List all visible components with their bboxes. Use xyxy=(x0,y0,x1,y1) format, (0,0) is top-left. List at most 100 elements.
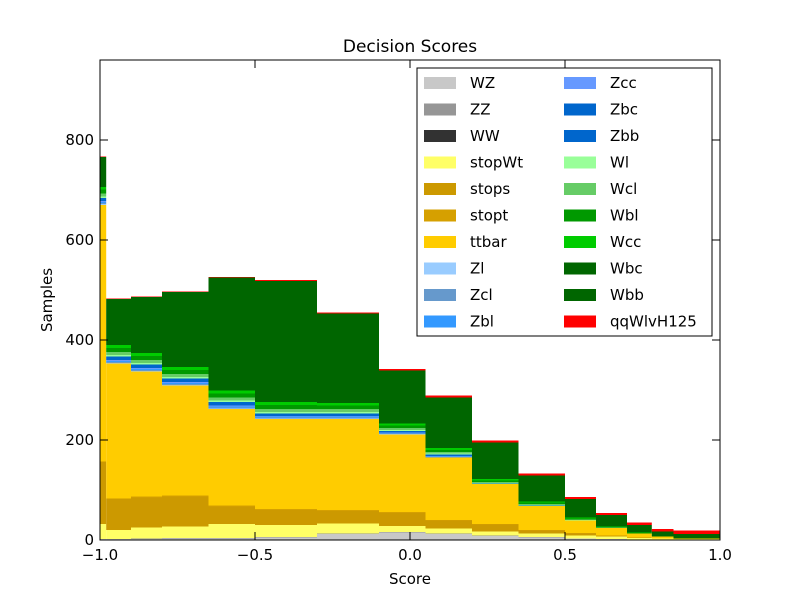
legend-swatch-zbc xyxy=(564,103,596,116)
bar-stops-bin-9 xyxy=(472,524,519,532)
bar-stopwt-bin-2 xyxy=(131,527,162,539)
x-tick-label-0: −1.0 xyxy=(82,546,118,564)
bar-ttbar-bin-11 xyxy=(565,520,596,533)
bar-zcl-bin-4 xyxy=(208,407,255,409)
bar-stops-bin-4 xyxy=(208,506,255,524)
bar-wl-bin-4 xyxy=(208,400,255,402)
bar-wbl-bin-3 xyxy=(162,370,209,374)
bar-ttbar-bin-7 xyxy=(379,434,426,512)
bar-wcl-bin-12 xyxy=(596,527,627,528)
bar-wcl-bin-0 xyxy=(100,193,107,197)
legend-label-zz: ZZ xyxy=(470,101,491,119)
bar-qqwlvh125-bin-0 xyxy=(100,156,107,157)
bar-wbc-bin-2 xyxy=(131,338,162,353)
bar-wl-bin-0 xyxy=(100,196,107,198)
bar-wz-bin-4 xyxy=(208,538,255,540)
bar-stopwt-bin-10 xyxy=(518,533,565,537)
bar-wcl-bin-4 xyxy=(208,397,255,401)
bar-wbb-bin-12 xyxy=(596,515,627,524)
legend-swatch-wcc xyxy=(564,236,596,248)
legend-label-stopwt: stopWt xyxy=(470,154,523,172)
bar-wl-bin-6 xyxy=(317,412,379,414)
bar-ttbar-bin-14 xyxy=(651,536,674,539)
legend-swatch-wbc xyxy=(564,262,596,275)
bar-wcl-bin-5 xyxy=(255,409,317,412)
legend: WZ ZZ WW stopWt stops stopt ttbar Zl Zcl Zbl Zcc Zb… xyxy=(416,67,713,337)
bar-zbc-bin-6 xyxy=(317,415,379,416)
bar-wl-bin-1 xyxy=(106,355,131,357)
bar-zz-bin-7 xyxy=(379,532,426,533)
x-axis-label: Score xyxy=(389,570,431,588)
bar-wcc-bin-12 xyxy=(596,526,627,527)
bar-wbl-bin-1 xyxy=(106,348,131,352)
bar-stops-bin-12 xyxy=(596,535,627,537)
bar-wbb-bin-14 xyxy=(651,531,674,536)
bar-wbb-bin-15 xyxy=(673,534,720,538)
bar-stops-bin-8 xyxy=(425,520,472,529)
bar-wcc-bin-1 xyxy=(106,345,131,348)
bar-zbb-bin-8 xyxy=(425,454,472,456)
legend-label-ttbar: ttbar xyxy=(470,233,507,251)
bar-wcc-bin-13 xyxy=(627,532,652,533)
bar-stopwt-bin-15 xyxy=(673,539,720,540)
bar-wcc-bin-8 xyxy=(425,448,472,450)
bar-ttbar-bin-10 xyxy=(518,506,565,530)
legend-label-stopt: stopt xyxy=(470,207,508,225)
bar-stopwt-bin-8 xyxy=(425,528,472,534)
legend-label-wbb: Wbb xyxy=(610,286,644,304)
bar-wbc-bin-6 xyxy=(317,389,379,403)
bar-zbc-bin-0 xyxy=(100,200,107,201)
bar-qqwlvh125-bin-14 xyxy=(651,529,674,532)
plot-frame xyxy=(99,59,721,541)
bar-wbl-bin-2 xyxy=(131,356,162,360)
legend-swatch-stops xyxy=(424,183,456,195)
bar-wcl-bin-1 xyxy=(106,352,131,355)
bar-zcl-bin-8 xyxy=(425,457,472,458)
bar-qqwlvh125-bin-4 xyxy=(208,277,255,278)
bar-wbc-bin-14 xyxy=(651,535,674,537)
bar-zbl-bin-3 xyxy=(162,383,209,384)
bar-wcl-bin-11 xyxy=(565,519,596,520)
bar-zbb-bin-9 xyxy=(472,483,519,484)
bar-stopwt-bin-0 xyxy=(100,524,107,539)
bar-wbc-bin-7 xyxy=(379,413,426,424)
bar-zbl-bin-7 xyxy=(379,433,426,434)
x-tick-label-2: 0.0 xyxy=(398,546,422,564)
bar-wbc-bin-15 xyxy=(673,538,720,539)
legend-swatch-wbb xyxy=(564,289,596,301)
legend-label-wl: Wl xyxy=(610,154,629,172)
bar-wbl-bin-13 xyxy=(627,533,652,534)
legend-swatch-zl xyxy=(424,262,456,275)
bar-ttbar-bin-1 xyxy=(106,363,131,499)
bar-zcc-bin-0 xyxy=(100,201,107,202)
bar-wz-bin-7 xyxy=(379,532,426,540)
bar-zl-bin-7 xyxy=(379,434,426,435)
bar-stops-bin-1 xyxy=(106,498,131,530)
bar-wbb-bin-0 xyxy=(100,157,107,177)
bar-wcc-bin-5 xyxy=(255,402,317,405)
x-tick-labels: −1.0 −0.5 0.0 0.5 1.0 xyxy=(82,546,732,564)
bar-zbl-bin-2 xyxy=(131,369,162,370)
bar-zl-bin-4 xyxy=(208,408,255,409)
bar-wl-bin-3 xyxy=(162,377,209,379)
bar-qqwlvh125-bin-11 xyxy=(565,497,596,499)
bar-wcl-bin-8 xyxy=(425,452,472,454)
legend-swatch-stopt xyxy=(424,209,456,222)
bar-ttbar-bin-12 xyxy=(596,528,627,536)
legend-label-wcl: Wcl xyxy=(610,180,637,198)
x-tick-label-3: 0.5 xyxy=(553,546,577,564)
legend-label-stops: stops xyxy=(470,180,510,198)
legend-swatch-zbb xyxy=(564,130,596,142)
legend-swatch-zcl xyxy=(424,289,456,301)
bar-wbl-bin-11 xyxy=(565,518,596,520)
bar-qqwlvh125-bin-5 xyxy=(255,280,317,281)
bar-zbc-bin-7 xyxy=(379,432,426,433)
bar-wcl-bin-6 xyxy=(317,409,379,412)
bar-qqwlvh125-bin-1 xyxy=(106,298,131,299)
bar-wcc-bin-4 xyxy=(208,390,255,394)
bar-wbb-bin-8 xyxy=(425,397,472,439)
y-tick-labels: 0 200 400 600 800 xyxy=(65,131,94,549)
bar-wbb-bin-7 xyxy=(379,370,426,414)
bar-ttbar-bin-15 xyxy=(673,538,720,539)
bar-wbl-bin-8 xyxy=(425,450,472,452)
